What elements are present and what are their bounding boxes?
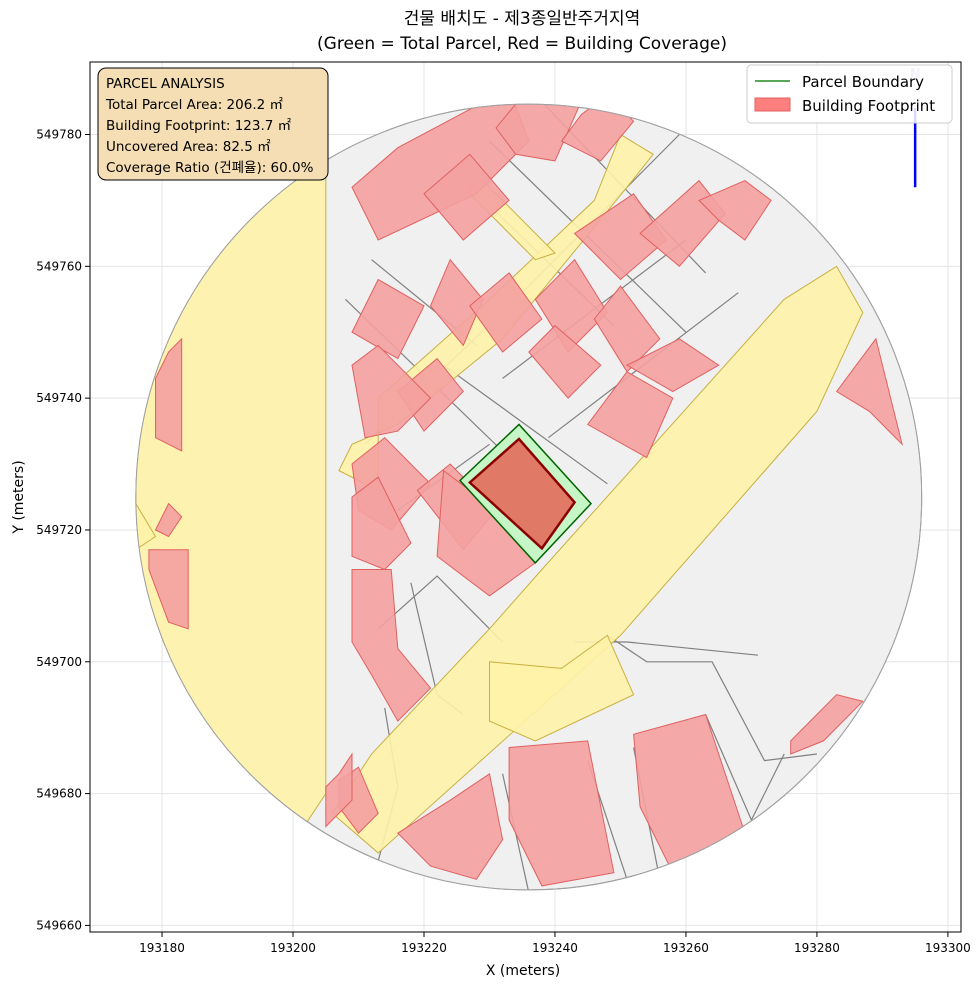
building-footprint [351, 569, 432, 722]
building-footprint [586, 371, 674, 459]
x-tick-label: 193220 [401, 941, 447, 955]
building-footprint [429, 258, 484, 347]
map-layer [135, 103, 923, 891]
legend: Parcel Boundary Building Footprint [746, 64, 953, 124]
chart-title: 건물 배치도 - 제3종일반주거지역 [404, 9, 640, 29]
info-line-coverage-ratio: Coverage Ratio (건폐율): 60.0% [106, 160, 314, 176]
legend-building-footprint-label: Building Footprint [802, 97, 935, 115]
parcel-analysis-box-background [97, 67, 329, 181]
legend-parcel-boundary-label: Parcel Boundary [802, 73, 924, 91]
x-axis-ticks: 193180 193200 193220 193240 193260 193280 1933… [139, 932, 971, 955]
y-tick-label: 549760 [36, 259, 82, 273]
legend-building-footprint-swatch [754, 97, 791, 112]
road-polygon [135, 483, 157, 551]
building-footprint [593, 285, 661, 373]
x-tick-label: 193180 [139, 941, 185, 955]
building-footprint [423, 153, 510, 241]
building-footprint [325, 752, 353, 828]
x-axis-label: X (meters) [486, 963, 560, 979]
info-line-uncovered-area: Uncovered Area: 82.5 ㎡ [106, 139, 271, 155]
building-footprint [148, 549, 189, 630]
building-footprint [835, 337, 904, 446]
building-footprint [469, 272, 543, 353]
building-footprint [625, 338, 720, 393]
building-footprint [351, 476, 412, 571]
info-line-total-area: Total Parcel Area: 206.2 ㎡ [105, 97, 283, 113]
y-tick-label: 549740 [36, 391, 82, 405]
plot-frame [89, 61, 962, 933]
building-footprint [528, 324, 602, 399]
x-tick-label: 193300 [925, 941, 971, 955]
chart-subtitle: (Green = Total Parcel, Red = Building Co… [317, 34, 727, 54]
study-area-outline [135, 103, 923, 891]
building-footprint [397, 772, 504, 880]
road-polygon [489, 634, 635, 742]
y-axis-label: Y (meters) [11, 460, 27, 534]
y-tick-label: 549680 [36, 787, 82, 801]
x-tick-label: 193280 [794, 941, 840, 955]
info-line-building-footprint: Building Footprint: 123.7 ㎡ [106, 118, 292, 134]
info-line-heading: PARCEL ANALYSIS [106, 76, 225, 92]
y-axis-ticks: 549660 549680 549700 549720 549740 549760 5497… [36, 128, 90, 932]
building-footprint [508, 740, 615, 887]
y-tick-label: 549720 [36, 523, 82, 537]
building-footprint [154, 502, 183, 538]
y-tick-label: 549700 [36, 655, 82, 669]
building-footprint [351, 278, 425, 360]
building-footprint [351, 344, 432, 439]
legend-box [746, 64, 953, 124]
x-tick-label: 193200 [270, 941, 316, 955]
x-tick-label: 193260 [663, 941, 709, 955]
x-tick-label: 193240 [532, 941, 578, 955]
building-footprint [155, 337, 183, 452]
y-tick-label: 549660 [36, 918, 82, 932]
parcel-boundary-line [443, 364, 608, 485]
parcel-boundary-line [377, 575, 504, 643]
parcel-boundary-line [705, 714, 785, 822]
target-building [467, 437, 577, 551]
parcel-analysis-box: PARCEL ANALYSIS Total Parcel Area: 206.2… [97, 67, 329, 181]
building-footprint [495, 104, 582, 162]
building-footprint [698, 180, 772, 241]
y-tick-label: 549780 [36, 128, 82, 142]
building-footprint [790, 694, 864, 755]
